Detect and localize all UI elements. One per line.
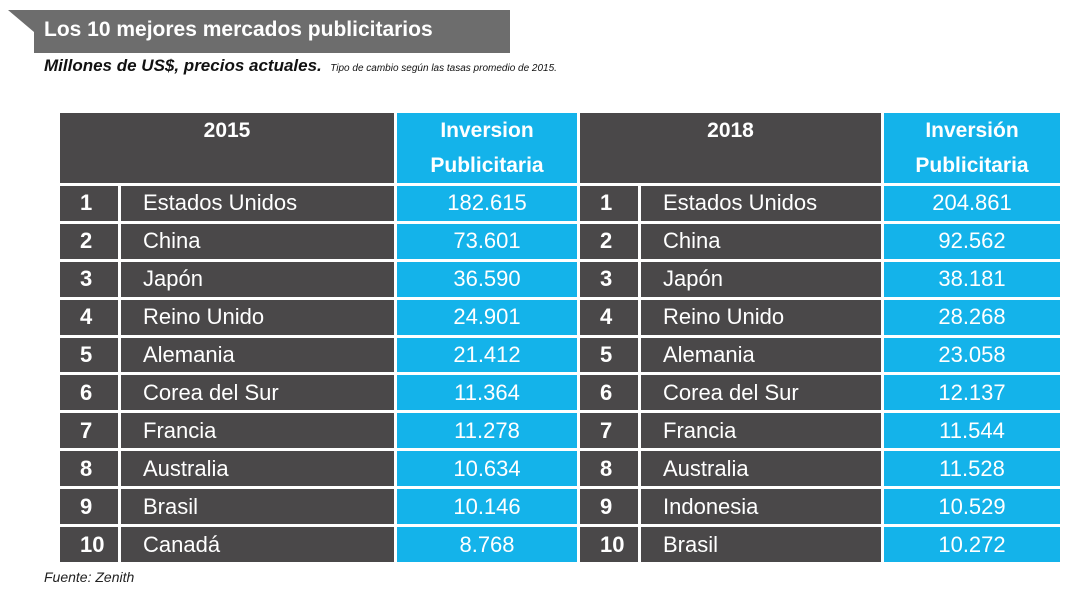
country-2015: Francia [121, 413, 394, 449]
value-2018: 38.181 [884, 261, 1060, 297]
value-2018: 11.528 [884, 451, 1060, 487]
value-2018: 28.268 [884, 299, 1060, 335]
rank-2018: 2 [580, 223, 638, 259]
title-tab-shape [8, 10, 34, 32]
value-2015: 10.634 [397, 451, 577, 487]
ranking-table-container: 2015 Inversion Publicitaria 2018 Inversi… [57, 110, 1060, 565]
rank-2018: 7 [580, 413, 638, 449]
country-2015: Reino Unido [121, 299, 394, 335]
table-row: 10 Canadá 8.768 10 Brasil 10.272 [60, 527, 1060, 562]
rank-2015: 8 [60, 451, 118, 487]
value-2018: 204.861 [884, 186, 1060, 221]
country-2015: Japón [121, 261, 394, 297]
rank-2015: 9 [60, 489, 118, 525]
table-row: 2 China 73.601 2 China 92.562 [60, 223, 1060, 259]
rank-2015: 1 [60, 186, 118, 221]
rank-2018: 8 [580, 451, 638, 487]
value-2018: 10.272 [884, 527, 1060, 562]
rank-2018: 6 [580, 375, 638, 411]
ranking-table: 2015 Inversion Publicitaria 2018 Inversi… [57, 110, 1063, 565]
rank-2018: 5 [580, 337, 638, 373]
country-2015: Brasil [121, 489, 394, 525]
header-year-2018: 2018 [580, 113, 881, 183]
title-bar: Los 10 mejores mercados publicitarios [0, 10, 512, 53]
value-2018: 23.058 [884, 337, 1060, 373]
country-2018: Corea del Sur [641, 375, 881, 411]
country-2018: Australia [641, 451, 881, 487]
rank-2018: 9 [580, 489, 638, 525]
country-2018: China [641, 223, 881, 259]
header-investment-2015: Inversion Publicitaria [397, 113, 577, 183]
rank-2015: 5 [60, 337, 118, 373]
country-2018: Reino Unido [641, 299, 881, 335]
rank-2018: 1 [580, 186, 638, 221]
country-2015: Australia [121, 451, 394, 487]
value-2015: 182.615 [397, 186, 577, 221]
rank-2015: 10 [60, 527, 118, 562]
value-2018: 11.544 [884, 413, 1060, 449]
country-2018: Francia [641, 413, 881, 449]
country-2015: Corea del Sur [121, 375, 394, 411]
country-2018: Brasil [641, 527, 881, 562]
header-year-2015: 2015 [60, 113, 394, 183]
table-body: 1 Estados Unidos 182.615 1 Estados Unidos 204… [60, 186, 1060, 562]
country-2015: Canadá [121, 527, 394, 562]
table-row: 8 Australia 10.634 8 Australia 11.528 [60, 451, 1060, 487]
country-2015: Estados Unidos [121, 186, 394, 221]
source-note: Fuente: Zenith [44, 569, 135, 585]
rank-2018: 4 [580, 299, 638, 335]
subtitle-note: Tipo de cambio según las tasas promedio … [330, 63, 557, 74]
value-2015: 36.590 [397, 261, 577, 297]
header-row: 2015 Inversion Publicitaria 2018 Inversi… [60, 113, 1060, 183]
table-row: 1 Estados Unidos 182.615 1 Estados Unidos 204… [60, 186, 1060, 221]
country-2018: Indonesia [641, 489, 881, 525]
header-investment-2018: Inversión Publicitaria [884, 113, 1060, 183]
country-2018: Alemania [641, 337, 881, 373]
rank-2018: 3 [580, 261, 638, 297]
subtitle-main: Millones de US$, precios actuales. [44, 56, 322, 75]
subtitle: Millones de US$, precios actuales. Tipo … [44, 56, 557, 76]
table-row: 3 Japón 36.590 3 Japón 38.181 [60, 261, 1060, 297]
value-2015: 24.901 [397, 299, 577, 335]
page-title: Los 10 mejores mercados publicitarios [44, 18, 433, 41]
table-row: 5 Alemania 21.412 5 Alemania 23.058 [60, 337, 1060, 373]
value-2015: 21.412 [397, 337, 577, 373]
rank-2018: 10 [580, 527, 638, 562]
rank-2015: 7 [60, 413, 118, 449]
table-row: 9 Brasil 10.146 9 Indonesia 10.529 [60, 489, 1060, 525]
value-2015: 11.364 [397, 375, 577, 411]
value-2015: 8.768 [397, 527, 577, 562]
rank-2015: 2 [60, 223, 118, 259]
value-2018: 12.137 [884, 375, 1060, 411]
value-2015: 11.278 [397, 413, 577, 449]
title-background [34, 10, 510, 53]
table-row: 4 Reino Unido 24.901 4 Reino Unido 28.268 [60, 299, 1060, 335]
country-2015: Alemania [121, 337, 394, 373]
table-row: 7 Francia 11.278 7 Francia 11.544 [60, 413, 1060, 449]
rank-2015: 4 [60, 299, 118, 335]
rank-2015: 6 [60, 375, 118, 411]
country-2018: Estados Unidos [641, 186, 881, 221]
rank-2015: 3 [60, 261, 118, 297]
value-2015: 10.146 [397, 489, 577, 525]
value-2015: 73.601 [397, 223, 577, 259]
country-2018: Japón [641, 261, 881, 297]
table-row: 6 Corea del Sur 11.364 6 Corea del Sur 12.137 [60, 375, 1060, 411]
value-2018: 10.529 [884, 489, 1060, 525]
country-2015: China [121, 223, 394, 259]
value-2018: 92.562 [884, 223, 1060, 259]
